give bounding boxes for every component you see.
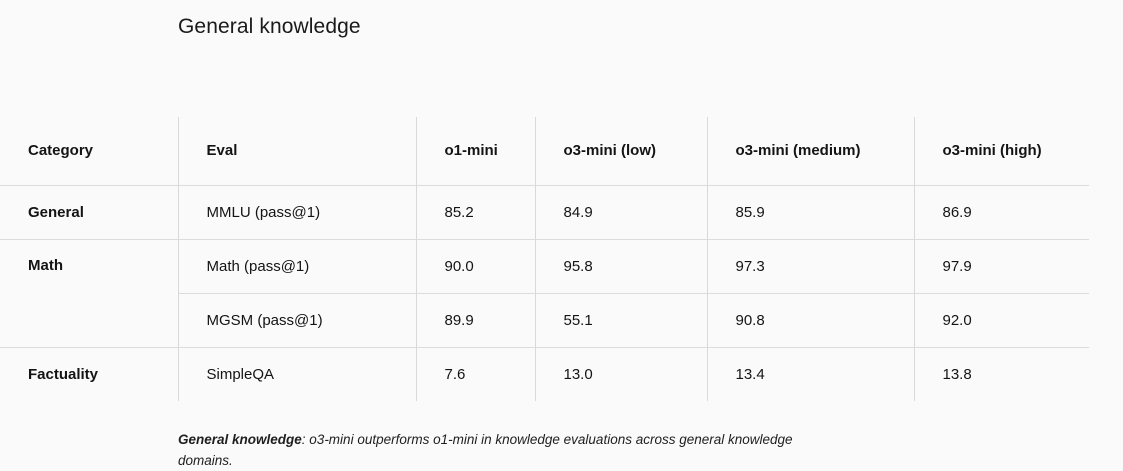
cell-value: 13.8 bbox=[913, 347, 1089, 401]
caption-text: : o3-mini outperforms o1-mini in knowled… bbox=[178, 432, 793, 468]
section-title: General knowledge bbox=[178, 15, 361, 38]
cell-value: 97.3 bbox=[706, 239, 914, 294]
cell-eval-simpleqa: SimpleQA bbox=[177, 347, 416, 401]
col-header-eval: Eval bbox=[177, 117, 416, 186]
table-row-math: Math Math (pass@1) 90.0 95.8 97.3 97.9 bbox=[0, 239, 1089, 348]
cell-value: 85.9 bbox=[706, 185, 914, 240]
cell-eval-math: Math (pass@1) bbox=[177, 239, 416, 294]
cell-value: 86.9 bbox=[913, 185, 1089, 240]
table-caption: General knowledge: o3-mini outperforms o… bbox=[178, 429, 800, 471]
col-header-o3-mini-low: o3-mini (low) bbox=[534, 117, 707, 186]
cell-category-math: Math bbox=[0, 239, 178, 348]
col-header-o3-mini-medium: o3-mini (medium) bbox=[706, 117, 914, 186]
cell-value: 90.8 bbox=[706, 293, 914, 348]
cell-value: 89.9 bbox=[415, 293, 535, 348]
cell-eval-mgsm: MGSM (pass@1) bbox=[177, 293, 416, 348]
col-header-o1-mini: o1-mini bbox=[415, 117, 535, 186]
cell-value: 95.8 bbox=[534, 239, 707, 294]
cell-category-factuality: Factuality bbox=[28, 365, 99, 383]
table-row-mmlu: General MMLU (pass@1) 85.2 84.9 85.9 86.… bbox=[0, 185, 1089, 240]
cell-value: 97.9 bbox=[913, 239, 1089, 294]
caption-lead: General knowledge bbox=[178, 432, 302, 447]
cell-value: 92.0 bbox=[913, 293, 1089, 348]
cell-value: 84.9 bbox=[534, 185, 707, 240]
cell-category-general: General bbox=[0, 185, 178, 240]
col-header-o3-mini-high: o3-mini (high) bbox=[913, 117, 1089, 186]
table-header-row: Category Eval o1-mini o3-mini (low) o3-m… bbox=[0, 117, 1089, 186]
benchmark-table: Category Eval o1-mini o3-mini (low) o3-m… bbox=[0, 117, 1089, 401]
table-row-simpleqa: Factuality SimpleQA 7.6 13.0 13.4 13.8 bbox=[0, 347, 1089, 401]
cell-value: 55.1 bbox=[534, 293, 707, 348]
cell-value: 85.2 bbox=[415, 185, 535, 240]
cell-value: 7.6 bbox=[415, 347, 535, 401]
col-header-category: Category bbox=[0, 117, 178, 186]
cell-value: 13.4 bbox=[706, 347, 914, 401]
cell-value: 90.0 bbox=[415, 239, 535, 294]
table-row-mgsm: MGSM (pass@1) 89.9 55.1 90.8 92.0 bbox=[0, 293, 1089, 348]
cell-value: 13.0 bbox=[534, 347, 707, 401]
cell-eval-mmlu: MMLU (pass@1) bbox=[177, 185, 416, 240]
